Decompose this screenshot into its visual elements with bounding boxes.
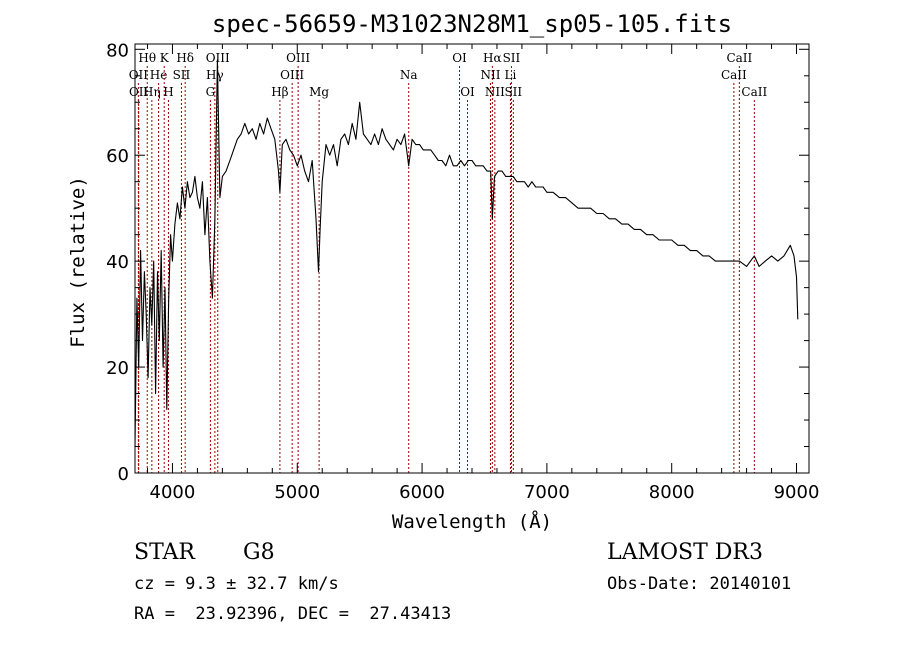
y-tick-label-1: 20 — [106, 358, 129, 379]
marker-label-11: G — [206, 85, 216, 99]
marker-label-8: SII — [173, 68, 191, 82]
chart-title: spec-56659-M31023N28M1_sp05-105.fits — [212, 10, 732, 38]
marker-label-18: OI — [460, 85, 475, 99]
marker-label-13: OIII — [286, 51, 310, 65]
marker-label-23: Li — [505, 68, 517, 82]
marker-label-12: Hβ — [271, 85, 288, 99]
y-tick-label-3: 60 — [106, 146, 129, 167]
marker-label-24: SII — [504, 85, 522, 99]
marker-label-5: K — [160, 51, 170, 65]
x-axis-label: Wavelength (Å) — [392, 510, 552, 533]
coordinates-readout: RA = 23.92396, DEC = 27.43413 — [134, 604, 452, 624]
marker-label-27: CaII — [741, 85, 767, 99]
x-tick-label-0: 4000 — [150, 482, 196, 503]
y-axis-label: Flux (relative) — [67, 176, 89, 348]
x-tick-label-5: 9000 — [774, 482, 820, 503]
y-tick-label-2: 40 — [106, 252, 129, 273]
y-tick-label-0: 0 — [118, 464, 129, 485]
redshift-readout: cz = 9.3 ± 32.7 km/s — [134, 574, 339, 594]
y-tick-label-4: 80 — [106, 40, 129, 61]
marker-label-21: NII — [485, 85, 505, 99]
x-tick-label-2: 6000 — [399, 482, 445, 503]
survey-label: LAMOST DR3 — [607, 540, 763, 565]
plot-frame — [134, 43, 810, 474]
subclass-label: G8 — [243, 540, 275, 565]
spectrum-series — [134, 59, 799, 447]
marker-label-0: Hθ — [138, 51, 156, 65]
marker-label-20: NII — [480, 68, 500, 82]
marker-label-2: OII — [129, 85, 149, 99]
class-label: STAR — [134, 540, 195, 565]
marker-label-9: OIII — [206, 51, 230, 65]
marker-label-15: Mg — [309, 85, 329, 99]
x-tick-label-4: 8000 — [649, 482, 695, 503]
marker-label-17: OI — [452, 51, 467, 65]
marker-label-3: He — [150, 68, 168, 82]
obs-date-readout: Obs-Date: 20140101 — [607, 574, 792, 594]
marker-label-16: Na — [400, 68, 418, 82]
x-tick-label-3: 7000 — [524, 482, 570, 503]
marker-label-4: Hη — [143, 85, 161, 99]
x-tick-label-1: 5000 — [274, 482, 320, 503]
marker-label-10: Hγ — [206, 68, 224, 82]
marker-label-1: OII — [129, 68, 149, 82]
marker-label-19: Hα — [483, 51, 502, 65]
marker-label-14: OIII — [280, 68, 304, 82]
marker-label-22: SII — [503, 51, 521, 65]
marker-label-6: H — [163, 85, 173, 99]
marker-label-26: CaII — [721, 68, 747, 82]
marker-label-25: CaII — [726, 51, 752, 65]
marker-label-7: Hδ — [176, 51, 194, 65]
spectrum-line — [134, 59, 799, 447]
spectrum-chart: spec-56659-M31023N28M1_sp05-105.fits Hθ O… — [67, 10, 819, 533]
axis-ticks: 4000 5000 6000 7000 8000 9000 0 20 40 60 80 — [106, 40, 819, 503]
